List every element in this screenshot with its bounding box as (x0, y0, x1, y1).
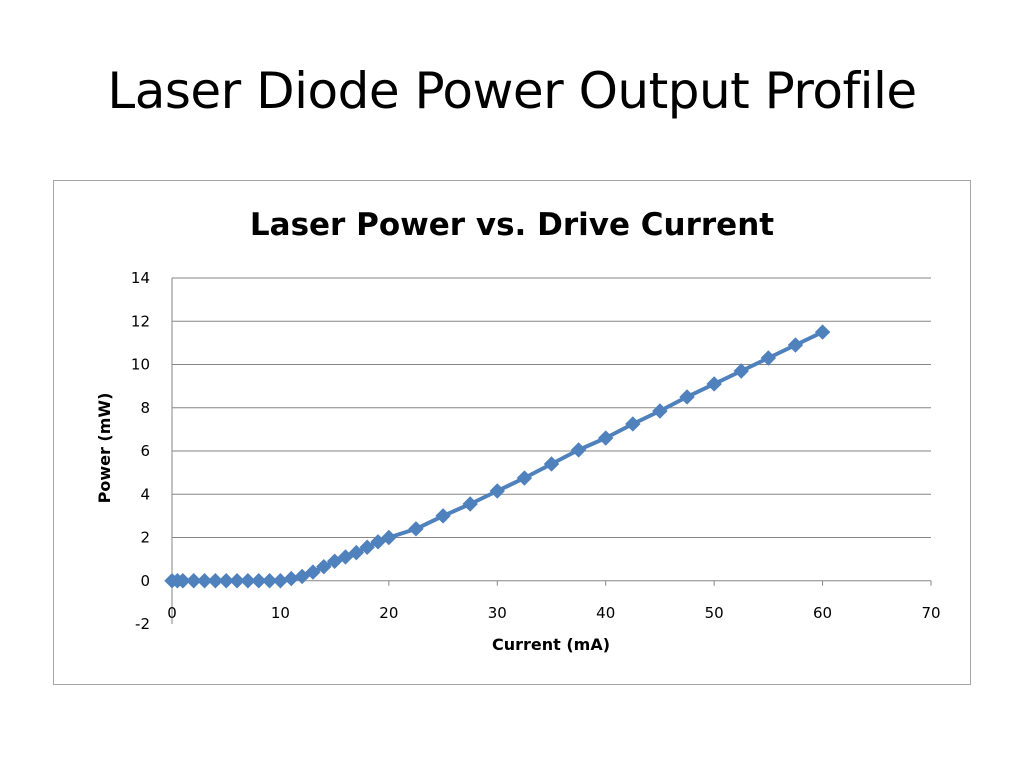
data-point-marker (760, 350, 777, 366)
y-tick-label: 12 (131, 312, 150, 330)
x-tick-label: 0 (167, 604, 177, 622)
y-tick-label: 6 (140, 442, 150, 460)
data-point-marker (283, 570, 299, 587)
y-tick-label: 4 (140, 485, 150, 503)
data-point-marker (435, 508, 451, 524)
data-point-marker (408, 521, 424, 537)
y-axis-ticks: -2 0 2 4 6 8 10 12 14 (131, 269, 150, 633)
data-point-marker (652, 403, 668, 419)
data-point-marker (489, 483, 505, 499)
slide-title: Laser Diode Power Output Profile (107, 62, 917, 120)
chart-title: Laser Power vs. Drive Current (250, 207, 774, 243)
data-point-marker (251, 573, 267, 589)
data-point-marker (207, 573, 224, 589)
y-tick-label: 10 (131, 356, 150, 374)
data-point-marker (196, 573, 213, 589)
data-series (164, 324, 831, 589)
data-point-marker (733, 363, 749, 379)
series-line (172, 330, 824, 583)
data-point-marker (240, 573, 256, 589)
data-point-marker (543, 456, 560, 472)
x-tick-label: 40 (596, 604, 615, 622)
data-point-marker (229, 573, 245, 589)
data-point-marker (516, 470, 533, 486)
data-point-marker (598, 430, 614, 446)
x-tick-label: 10 (271, 604, 290, 622)
data-point-marker (185, 573, 202, 589)
line-chart: Laser Power vs. Drive Current -2 0 2 4 6 8 10 1… (95, 207, 941, 654)
x-tick-label: 30 (488, 604, 507, 622)
y-tick-label: -2 (135, 615, 150, 633)
x-axis-ticks: 0 10 20 30 40 50 60 70 (167, 580, 941, 622)
x-tick-label: 50 (705, 604, 724, 622)
data-point-marker (316, 558, 332, 575)
gridlines (171, 277, 931, 624)
data-point-marker (272, 573, 289, 589)
data-point-marker (462, 496, 478, 512)
y-tick-label: 14 (131, 269, 150, 287)
data-point-marker (625, 416, 641, 432)
data-point-marker (348, 544, 365, 561)
y-tick-label: 2 (140, 529, 150, 547)
data-point-marker (381, 529, 397, 546)
chart-area: Laser Power vs. Drive Current -2 0 2 4 6 8 10 1… (53, 180, 971, 685)
data-point-marker (706, 376, 722, 392)
y-axis-label: Power (mW) (95, 393, 114, 504)
x-tick-label: 20 (379, 604, 398, 622)
data-point-marker (175, 573, 191, 589)
x-axis-label: Current (mA) (492, 635, 610, 654)
data-point-marker (570, 442, 587, 458)
data-point-marker (326, 553, 343, 569)
data-point-marker (814, 324, 831, 340)
x-tick-label: 60 (813, 604, 832, 622)
data-point-marker (305, 564, 321, 580)
data-point-marker (261, 573, 278, 589)
y-tick-label: 8 (140, 399, 150, 417)
data-point-marker (218, 573, 234, 589)
y-tick-label: 0 (140, 572, 150, 590)
data-point-marker (359, 539, 375, 555)
x-tick-label: 70 (921, 604, 940, 622)
data-point-marker (337, 549, 354, 565)
data-point-marker (679, 389, 695, 405)
data-point-marker (370, 534, 386, 550)
data-point-marker (787, 337, 804, 353)
data-point-marker (294, 568, 310, 585)
